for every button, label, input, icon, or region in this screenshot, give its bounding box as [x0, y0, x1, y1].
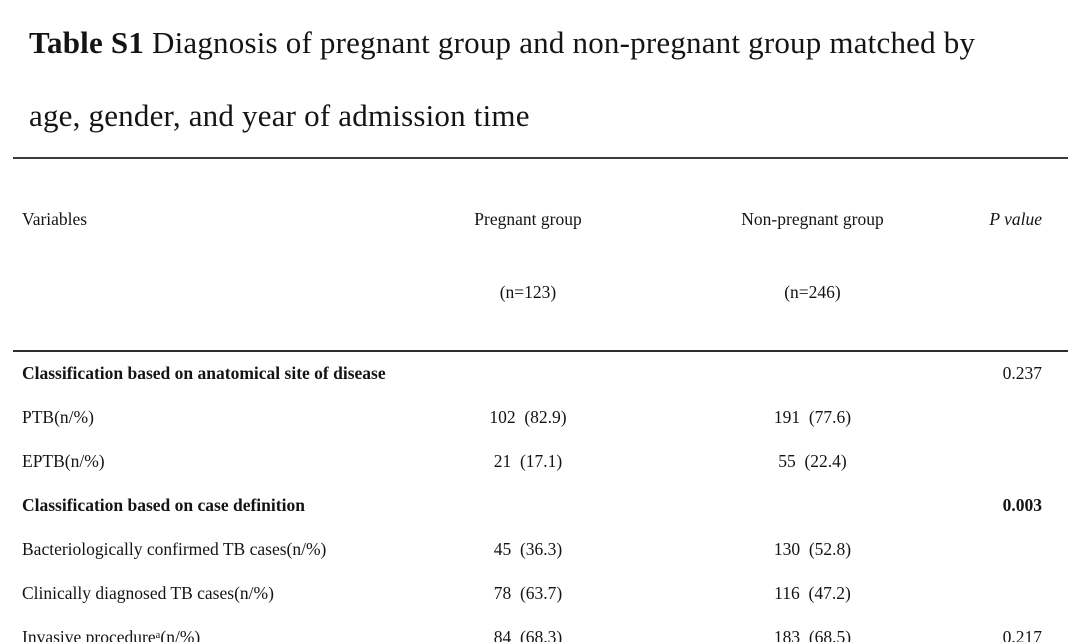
- pvalue-cell: [968, 527, 1068, 571]
- table-row: PTB(n/%) 102 (82.9) 191 (77.6): [13, 395, 1068, 439]
- table-row: Classification based on case definition …: [13, 483, 1068, 527]
- pregnant-cell: 78 (63.7): [493, 582, 563, 603]
- pregnant-cell: [453, 483, 603, 527]
- table-row: Classification based on anatomical site …: [13, 351, 1068, 395]
- header-row: Variables Pregnant group (n=123) Non-pre…: [13, 158, 1068, 351]
- nonpregnant-cell: 191 (77.6): [773, 406, 852, 427]
- pregnant-group-label: Pregnant group: [474, 209, 582, 229]
- variable-cell: Classification based on anatomical site …: [22, 363, 386, 383]
- nonpregnant-cell: 130 (52.8): [773, 538, 852, 559]
- table-title-text: Diagnosis of pregnant group and non-preg…: [29, 25, 976, 133]
- nonpregnant-cell: 183 (68.5): [773, 626, 852, 642]
- pvalue-cell: [968, 395, 1068, 439]
- pregnant-cell: 102 (82.9): [489, 406, 567, 427]
- column-header-pregnant: Pregnant group (n=123): [453, 158, 603, 351]
- table-row: EPTB(n/%) 21 (17.1) 55 (22.4): [13, 439, 1068, 483]
- column-header-pvalue: P value: [968, 158, 1068, 351]
- pvalue-cell: 0.003: [1002, 494, 1042, 515]
- pvalue-cell: 0.237: [1002, 363, 1042, 383]
- pregnant-cell: 84 (68.3): [493, 626, 563, 642]
- nonpregnant-group-label: Non-pregnant group: [741, 209, 884, 229]
- nonpregnant-cell: 116 (47.2): [774, 582, 851, 603]
- pvalue-cell: [968, 439, 1068, 483]
- variable-cell: EPTB(n/%): [22, 450, 105, 471]
- column-header-nonpregnant: Non-pregnant group (n=246): [603, 158, 968, 351]
- nonpregnant-group-n: (n=246): [784, 282, 841, 302]
- variable-cell: Bacteriologically confirmed TB cases(n/%…: [22, 538, 327, 559]
- pvalue-header-label: P value: [989, 209, 1042, 229]
- table-row: Bacteriologically confirmed TB cases(n/%…: [13, 527, 1068, 571]
- variables-header-label: Variables: [22, 209, 88, 229]
- variable-cell: PTB(n/%): [22, 406, 94, 427]
- variable-cell: Clinically diagnosed TB cases(n/%): [22, 582, 274, 603]
- pregnant-cell: 21 (17.1): [493, 450, 563, 471]
- table-row: Clinically diagnosed TB cases(n/%) 78 (6…: [13, 571, 1068, 615]
- column-header-variables: Variables: [13, 158, 453, 351]
- pregnant-group-n: (n=123): [499, 282, 557, 302]
- table-title: Table S1 Diagnosis of pregnant group and…: [29, 6, 1080, 152]
- pvalue-cell: [968, 571, 1068, 615]
- variable-cell: Invasive procedureᵃ(n/%): [22, 626, 201, 642]
- pregnant-cell: [453, 351, 603, 395]
- nonpregnant-cell: [603, 483, 968, 527]
- table-body: Classification based on anatomical site …: [13, 351, 1068, 642]
- nonpregnant-cell: 55 (22.4): [778, 450, 847, 471]
- variable-cell: Classification based on case definition: [22, 494, 305, 515]
- pvalue-cell: 0.217: [1002, 626, 1042, 642]
- table-row: Invasive procedureᵃ(n/%) 84 (68.3) 183 (…: [13, 615, 1068, 642]
- nonpregnant-cell: [603, 351, 968, 395]
- diagnosis-table: Variables Pregnant group (n=123) Non-pre…: [13, 157, 1068, 642]
- pregnant-cell: 45 (36.3): [493, 538, 563, 559]
- table-title-label: Table S1: [29, 25, 145, 60]
- table-header: Variables Pregnant group (n=123) Non-pre…: [13, 158, 1068, 351]
